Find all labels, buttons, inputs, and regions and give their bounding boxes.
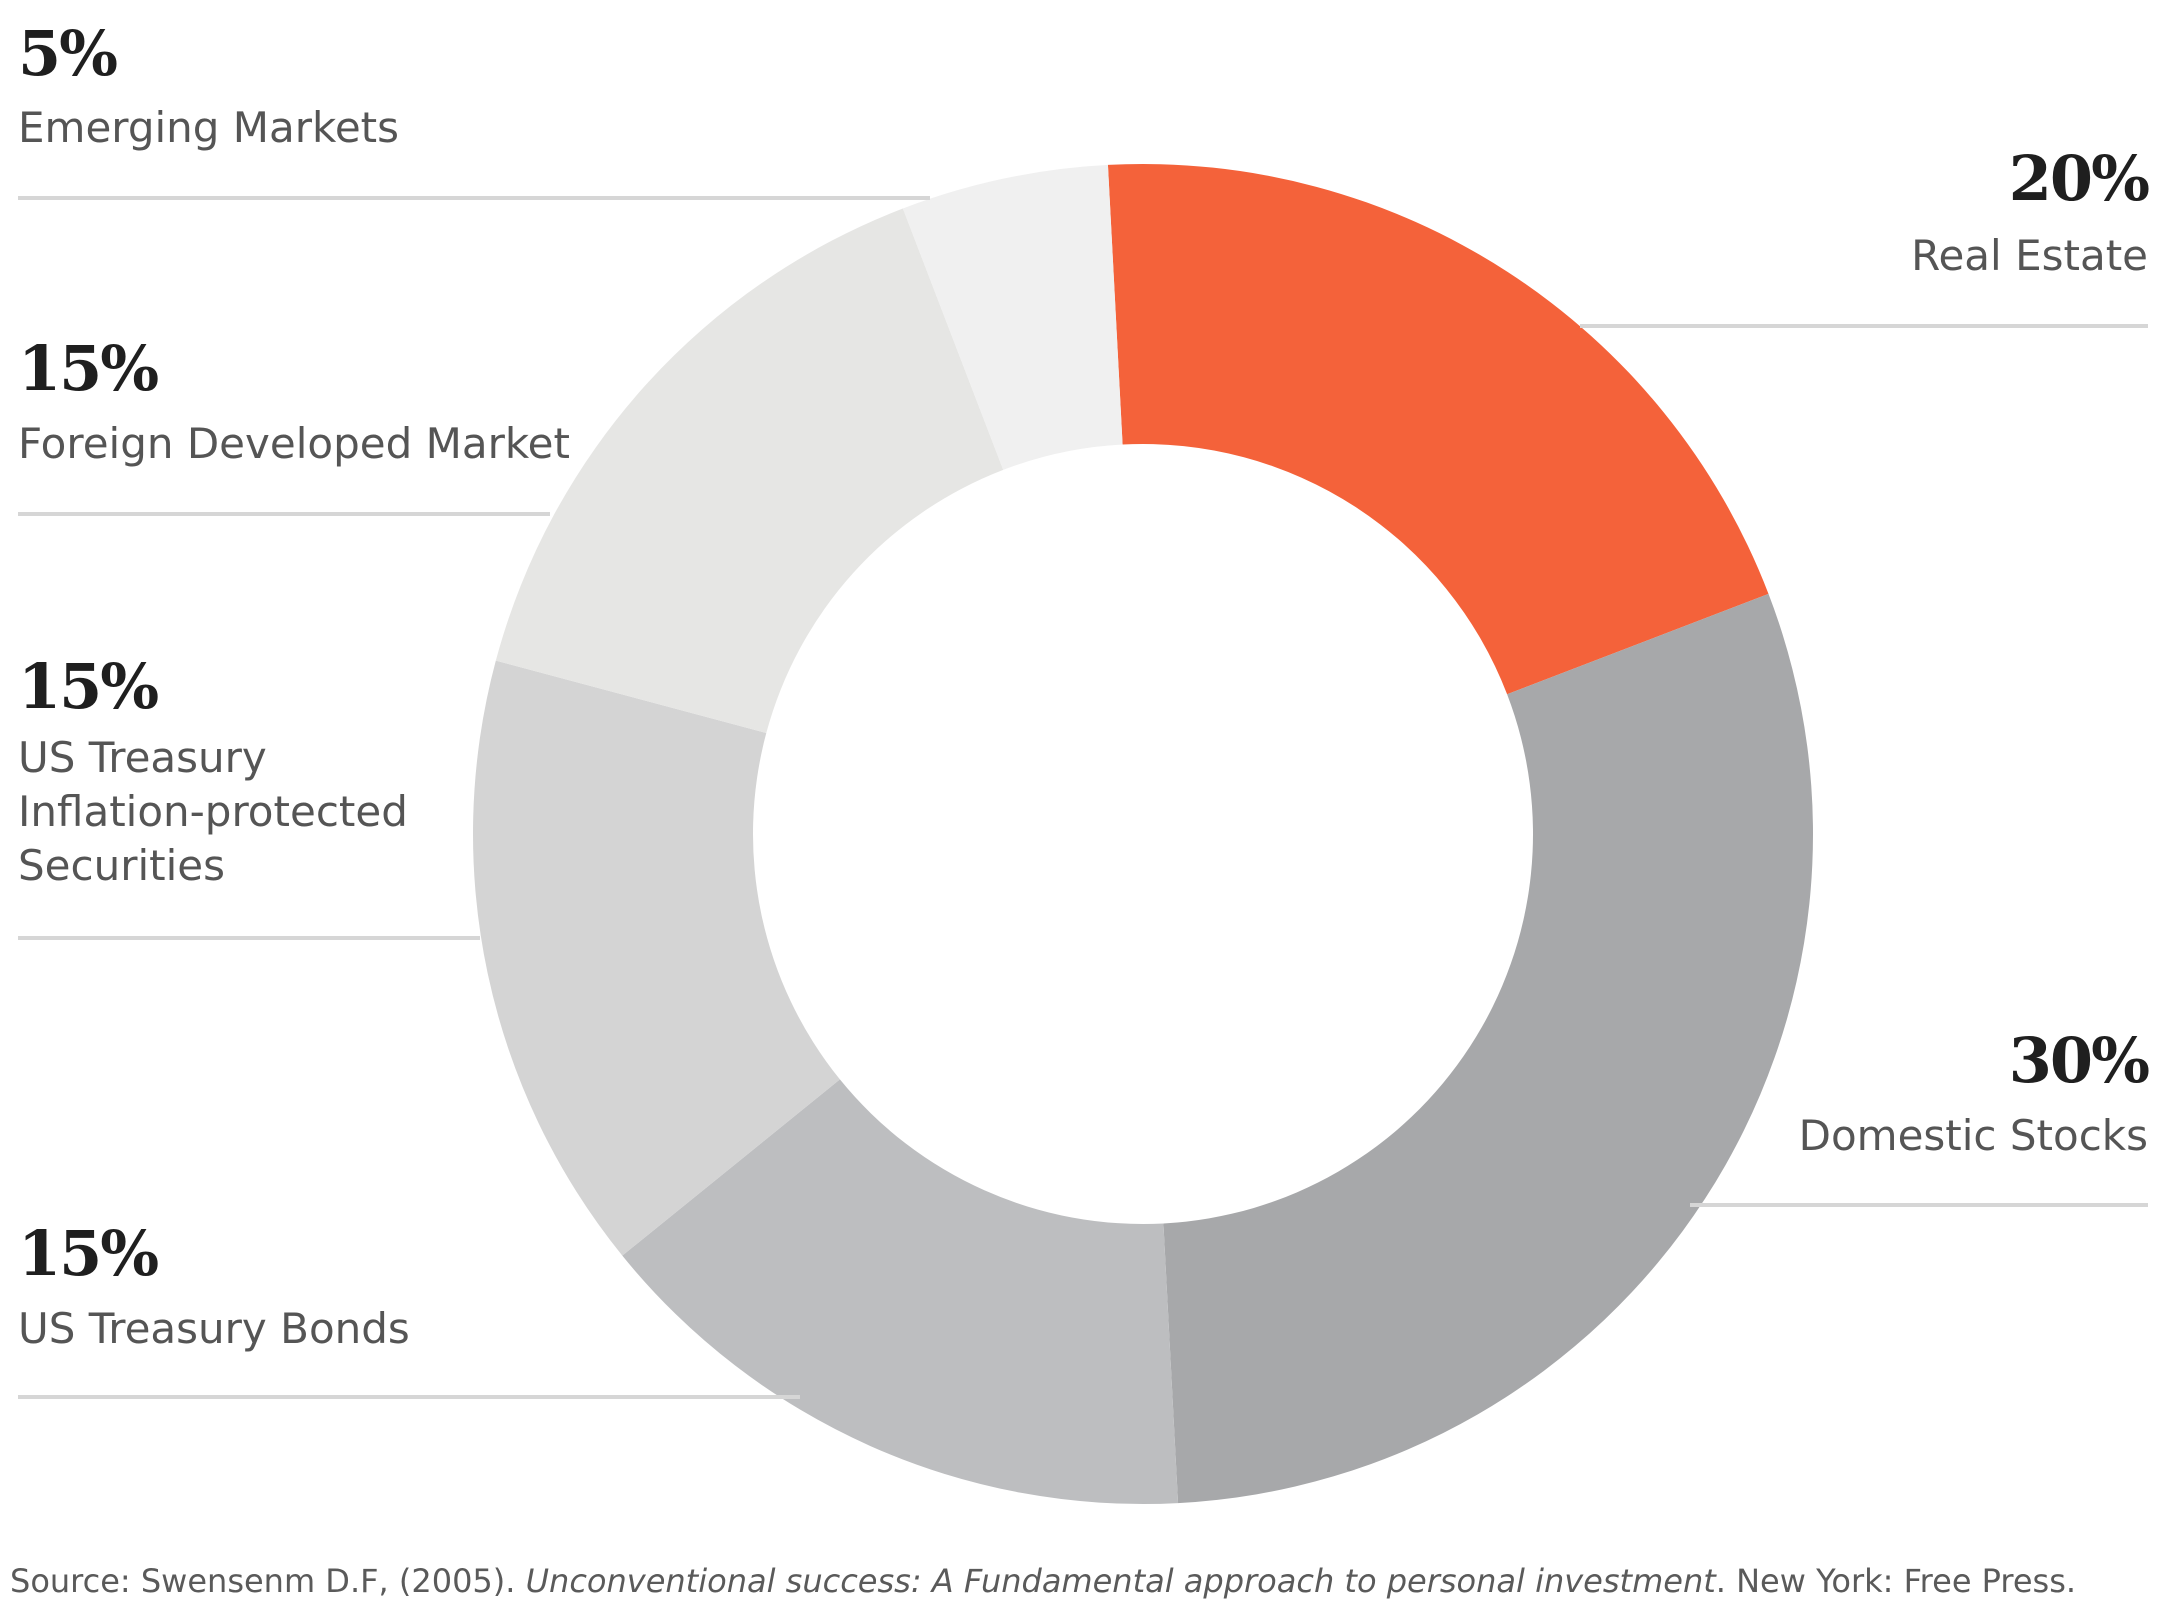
source-citation: Source: Swensenm D.F, (2005). Unconventi… bbox=[10, 1562, 2076, 1600]
category-label-us-treasury-bonds: US Treasury Bonds bbox=[18, 1304, 410, 1353]
leader-lines bbox=[18, 196, 2148, 1399]
value-label-us-treasury-inflation-protected-securities: 15% bbox=[18, 650, 158, 723]
value-label-us-treasury-bonds: 15% bbox=[18, 1217, 158, 1290]
value-label-emerging-markets: 5% bbox=[18, 17, 117, 90]
category-label-foreign-developed-market: Foreign Developed Market bbox=[18, 419, 570, 468]
category-label-us-treasury-inflation-protected-securities: US Treasury Inflation-protected Securities bbox=[18, 733, 408, 890]
slice-real-estate bbox=[1107, 164, 1769, 695]
slice-domestic-stocks bbox=[1163, 593, 1813, 1504]
slice-us-treasury-bonds bbox=[622, 1079, 1179, 1504]
category-label-domestic-stocks: Domestic Stocks bbox=[1799, 1111, 2148, 1160]
value-label-domestic-stocks: 30% bbox=[2009, 1024, 2149, 1097]
slice-foreign-developed-market bbox=[495, 208, 1004, 734]
value-label-foreign-developed-market: 15% bbox=[18, 332, 158, 405]
category-label-real-estate: Real Estate bbox=[1911, 231, 2148, 280]
slice-labels: 20% Real Estate 30% Domestic Stocks 15% US Tr… bbox=[18, 17, 2151, 1353]
donut-slices bbox=[473, 164, 1813, 1504]
slice-emerging-markets bbox=[902, 164, 1123, 470]
source-title: Unconventional success: A Fundamental ap… bbox=[525, 1562, 1716, 1600]
value-label-real-estate: 20% bbox=[2009, 142, 2149, 215]
source-prefix: Source: Swensenm D.F, (2005). bbox=[10, 1562, 526, 1600]
source-suffix: . New York: Free Press. bbox=[1715, 1562, 2077, 1600]
category-label-emerging-markets: Emerging Markets bbox=[18, 103, 399, 152]
slice-us-treasury-inflation-protected-securities bbox=[473, 660, 840, 1256]
